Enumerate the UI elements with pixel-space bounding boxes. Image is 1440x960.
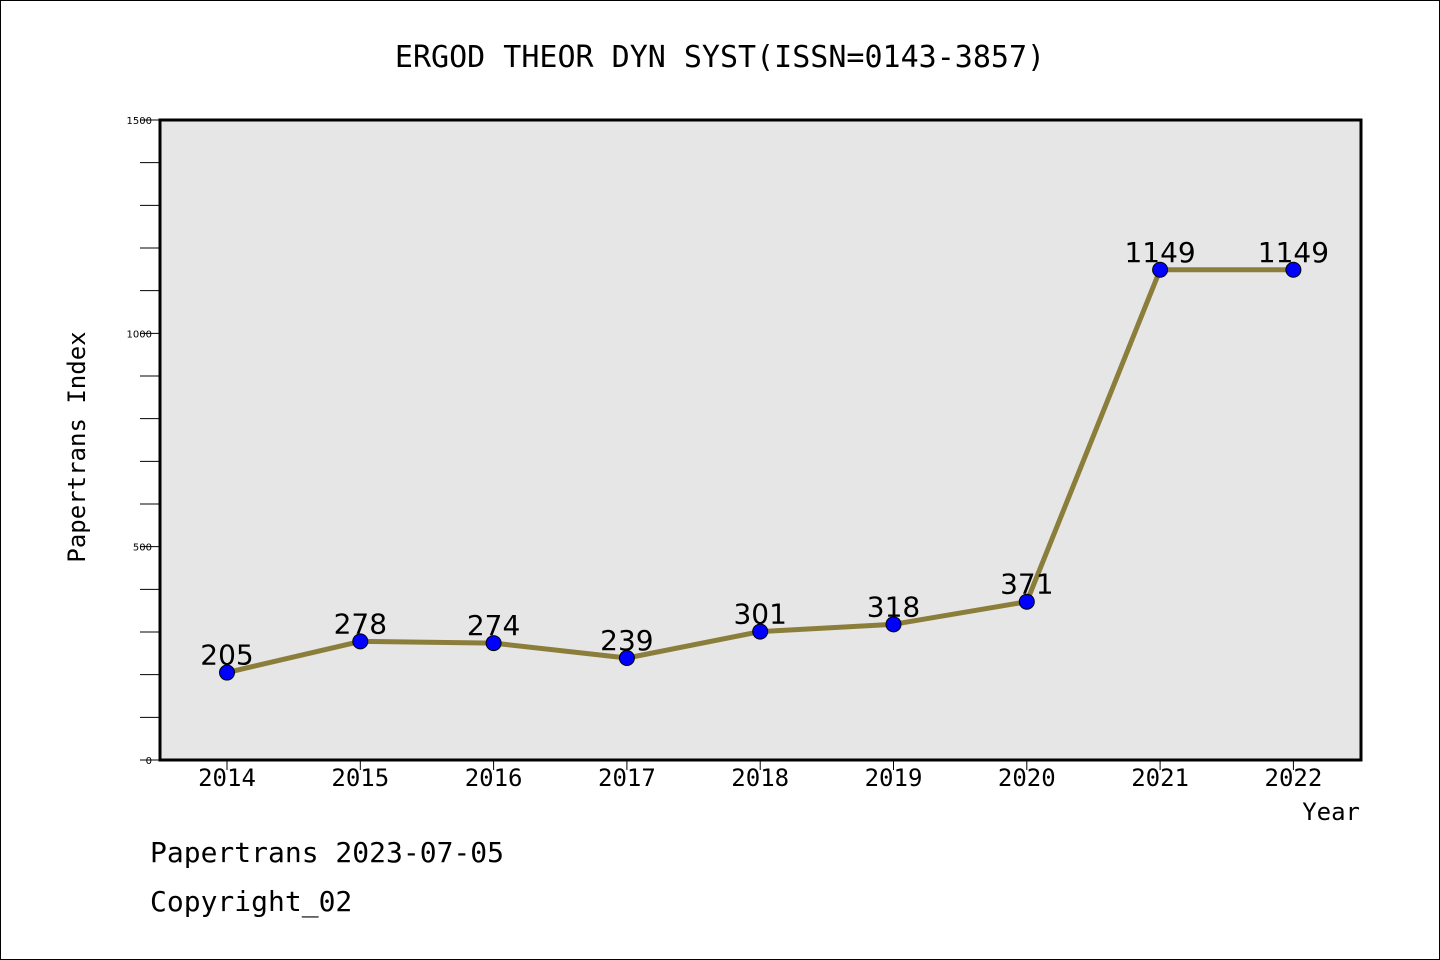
data-label: 1149: [1258, 236, 1329, 269]
data-label: 301: [733, 598, 786, 631]
data-point-marker: [752, 623, 769, 640]
x-tick-label: 2022: [1265, 764, 1323, 792]
data-point-marker: [618, 650, 635, 667]
y-tick-label: 500: [133, 543, 152, 554]
data-label: 239: [600, 624, 653, 657]
data-label: 278: [334, 607, 387, 640]
x-tick-label: 2019: [865, 764, 923, 792]
data-point-marker: [885, 616, 902, 633]
x-tick-label: 2015: [331, 764, 389, 792]
footer-copyright-text: Copyright_02: [150, 885, 353, 918]
data-labels-layer: 205 278 274 239 301 318 371 1149 1149: [200, 236, 1329, 672]
x-tick-label: 2016: [465, 764, 523, 792]
data-point-marker: [1285, 261, 1302, 278]
series-line-layer: [219, 261, 1302, 681]
data-point-marker: [352, 633, 369, 650]
x-axis-label: Year: [1302, 798, 1360, 826]
x-tick-label: 2021: [1131, 764, 1189, 792]
chart-title: ERGOD THEOR DYN SYST(ISSN=0143-3857): [395, 40, 1045, 75]
plot-area: [160, 120, 1361, 760]
x-tick-label: 2014: [198, 764, 256, 792]
plot-border: [158, 118, 1363, 762]
data-point-marker: [1018, 593, 1035, 610]
data-label: 1149: [1124, 236, 1195, 269]
y-tick-label: 1500: [127, 116, 152, 127]
x-tick-label: 2020: [998, 764, 1056, 792]
footer-date-text: Papertrans 2023-07-05: [150, 836, 505, 869]
data-label: 205: [200, 639, 253, 672]
y-axis-label: Papertrans Index: [63, 331, 91, 562]
data-point-marker: [485, 635, 502, 652]
x-tick-label: 2018: [731, 764, 789, 792]
data-point-marker: [219, 664, 235, 681]
data-label: 371: [1000, 568, 1053, 601]
y-tick-label: 0: [146, 756, 152, 767]
x-tick-label: 2017: [598, 764, 656, 792]
data-point-marker: [1152, 261, 1169, 278]
y-tick-label: 1000: [127, 329, 152, 340]
data-label: 318: [867, 590, 920, 623]
data-label: 274: [467, 609, 520, 642]
axis-ticks: 0 500 1000 1500 2014 2015 2016 2017 2018 2019 2020…: [127, 116, 1323, 792]
